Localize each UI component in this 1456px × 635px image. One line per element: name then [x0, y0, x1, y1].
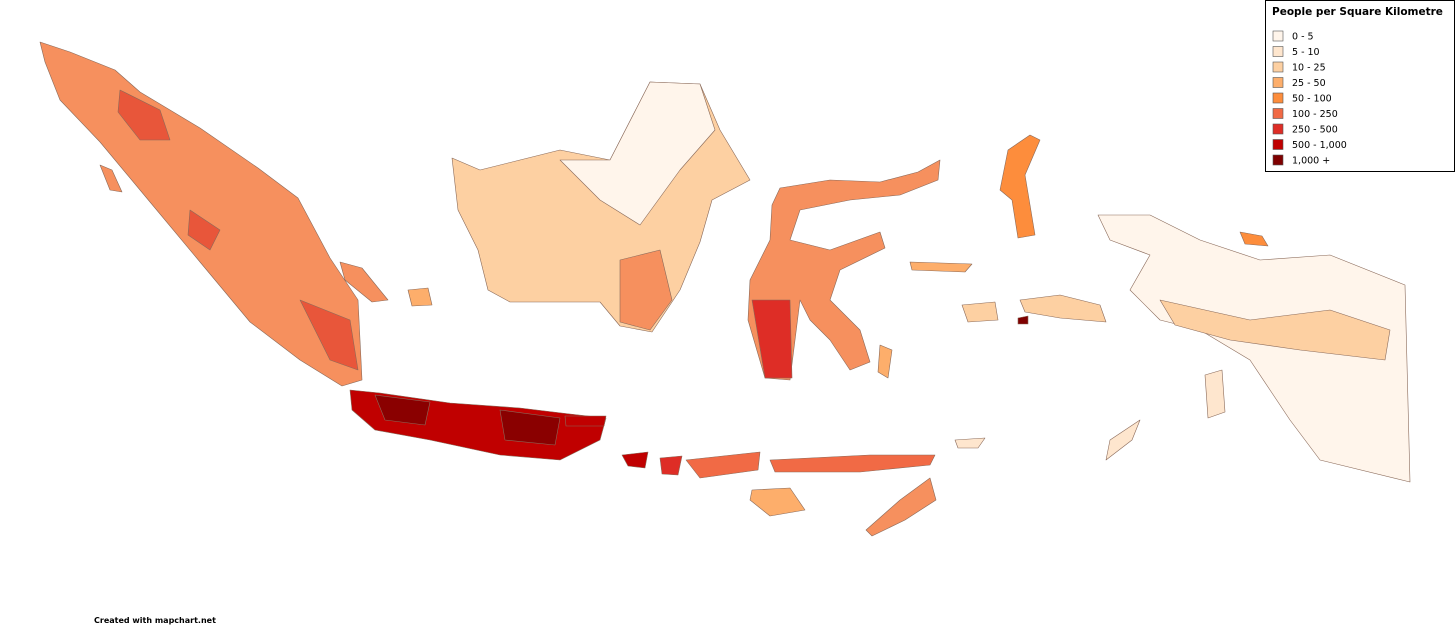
sulawesi — [747, 159, 941, 381]
seram — [1019, 294, 1107, 323]
legend-swatch — [1272, 77, 1284, 88]
sumbawa — [685, 451, 761, 479]
wetar — [954, 437, 986, 449]
legend-label: 500 - 1,000 — [1292, 140, 1347, 151]
bali — [621, 451, 649, 469]
legend-label: 50 - 100 — [1292, 94, 1332, 105]
belitung — [407, 287, 433, 307]
legend-label: 250 - 500 — [1292, 125, 1338, 136]
legend-label: 10 - 25 — [1292, 63, 1326, 74]
legend-swatch — [1272, 123, 1284, 135]
legend-swatch — [1272, 108, 1284, 119]
sumba — [749, 487, 806, 517]
halmahera — [999, 134, 1041, 239]
islands — [39, 41, 1411, 537]
java-core — [374, 394, 561, 446]
bangka — [339, 261, 389, 303]
legend-swatch — [1272, 139, 1284, 150]
papua-central — [1159, 299, 1391, 361]
sumatra-dense — [117, 89, 359, 371]
legend-label: 5 - 10 — [1292, 47, 1320, 58]
legend-swatch — [1272, 61, 1284, 73]
legend-label: 25 - 50 — [1292, 78, 1326, 89]
legend-swatch — [1272, 30, 1284, 42]
banggai — [909, 261, 973, 273]
kalimantan-north — [559, 81, 716, 226]
legend-swatch — [1272, 46, 1284, 57]
kalimantan-south — [619, 249, 673, 331]
sulawesi-south — [751, 299, 793, 379]
aru — [1204, 369, 1226, 419]
legend-box — [1265, 0, 1455, 172]
timor — [865, 477, 937, 537]
lombok — [659, 455, 683, 476]
legend-swatch — [1272, 154, 1284, 166]
legend-label: 0 - 5 — [1292, 32, 1314, 43]
madura — [564, 415, 607, 427]
tanimbar — [1105, 419, 1141, 461]
ambon — [1017, 315, 1029, 325]
papua — [1097, 214, 1411, 483]
legend-swatch — [1272, 92, 1284, 104]
nias — [99, 164, 123, 193]
flores — [769, 454, 936, 473]
sumatra — [39, 41, 363, 387]
legend-items: 0 - 5 5 - 10 10 - 25 25 - 50 50 - 100 100 - 2… — [1272, 30, 1347, 167]
legend-title: People per Square Kilometre — [1272, 6, 1443, 18]
biak — [1239, 231, 1269, 247]
legend-label: 1,000 + — [1292, 156, 1330, 167]
footer: Created with mapchart.net — [94, 616, 216, 625]
legend: People per Square Kilometre 0 - 5 5 - 10 1… — [1265, 0, 1455, 172]
legend-label: 100 - 250 — [1292, 109, 1338, 120]
buru — [961, 301, 999, 323]
buton — [877, 344, 893, 379]
